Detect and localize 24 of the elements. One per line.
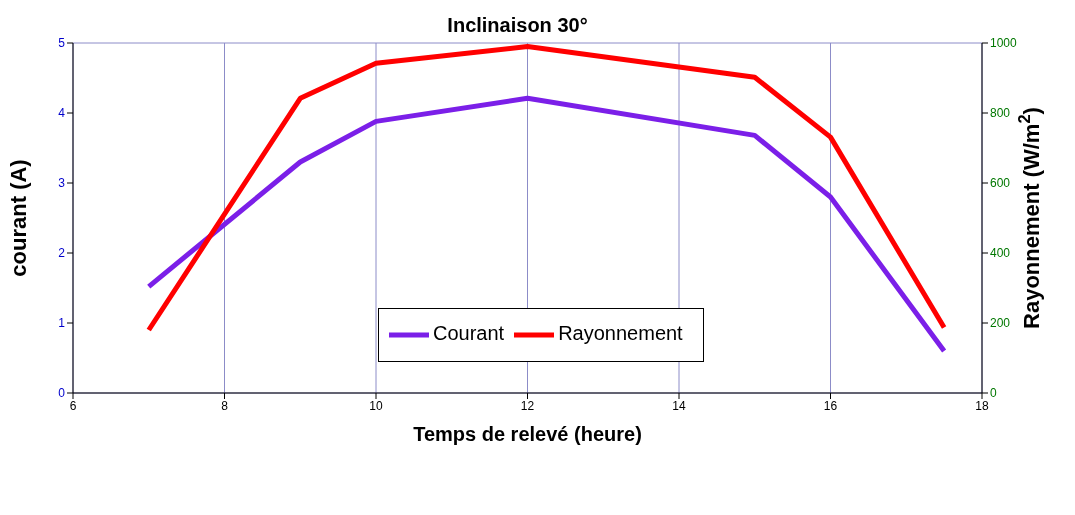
y-tick-label: 5 [58, 36, 66, 51]
x-tick-label: 12 [520, 398, 535, 413]
legend-label: Rayonnement [558, 322, 683, 345]
legend-label: Courant [433, 322, 505, 345]
x-tick-label: 10 [369, 398, 383, 413]
x-axis-title: Temps de relevé (heure) [413, 423, 642, 446]
y-tick-label: 4 [58, 106, 66, 121]
x-tick-label: 6 [69, 398, 77, 413]
x-tick-label: 8 [221, 398, 229, 413]
y-axis-title: courant (A) [5, 159, 31, 277]
y2-tick-label: 600 [990, 176, 1011, 191]
y2-tick-label: 0 [990, 386, 997, 401]
y2-tick-label: 800 [990, 106, 1011, 121]
x-tick-label: 16 [823, 398, 838, 413]
y-tick-label: 3 [58, 176, 66, 191]
y2-tick-label: 1000 [990, 36, 1018, 51]
y2-tick-label: 400 [990, 246, 1011, 261]
y2-tick-label: 200 [990, 316, 1011, 331]
y-tick-label: 0 [58, 386, 66, 401]
chart-title: Inclinaison 30° [447, 14, 588, 36]
y-tick-label: 2 [58, 246, 66, 261]
x-tick-label: 14 [672, 398, 686, 413]
x-tick-label: 18 [975, 398, 989, 413]
y-tick-label: 1 [58, 316, 66, 331]
